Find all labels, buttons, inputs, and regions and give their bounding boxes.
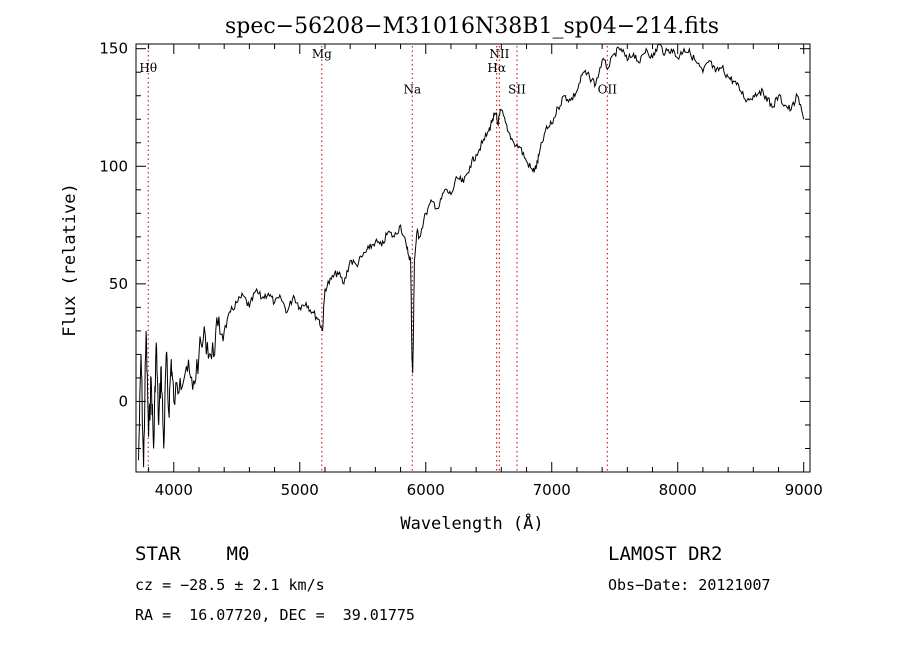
line-marker-label: Hα: [487, 61, 506, 75]
plot-frame: [135, 43, 811, 473]
line-marker-label: NII: [489, 47, 509, 61]
x-tick-label: 6000: [407, 481, 445, 499]
x-tick-label: 8000: [659, 481, 697, 499]
y-tick-label: 150: [99, 40, 128, 58]
survey-text: LAMOST DR2: [608, 543, 723, 565]
coordinates-text: RA = 16.07720, DEC = 39.01775: [135, 606, 415, 624]
y-axis: 0 50 100 150: [99, 40, 810, 449]
y-tick-label: 0: [118, 392, 128, 410]
line-marker-label: Hθ: [139, 61, 157, 75]
y-tick-label: 50: [109, 275, 128, 293]
x-tick-label: 7000: [533, 481, 571, 499]
spectrum-line: [138, 43, 805, 468]
x-axis-label: Wavelength (Å): [400, 512, 543, 534]
x-tick-label: 9000: [785, 481, 823, 499]
obs-date-text: Obs−Date: 20121007: [608, 576, 771, 594]
x-tick-label: 5000: [281, 481, 319, 499]
chart-title: spec−56208−M31016N38B1_sp04−214.fits: [225, 14, 719, 39]
x-axis: 4000 5000 6000 7000 8000 9000: [148, 44, 823, 499]
x-tick-label: 4000: [155, 481, 193, 499]
y-tick-label: 100: [99, 157, 128, 175]
line-marker-label: Mg: [312, 47, 332, 61]
line-marker-label: SII: [508, 82, 526, 96]
line-marker-label: OII: [598, 82, 618, 96]
redshift-text: cz = −28.5 ± 2.1 km/s: [135, 576, 325, 594]
line-marker-label: Na: [403, 82, 421, 96]
y-axis-label: Flux (relative): [60, 183, 80, 337]
classification-text: STAR M0: [135, 543, 250, 565]
